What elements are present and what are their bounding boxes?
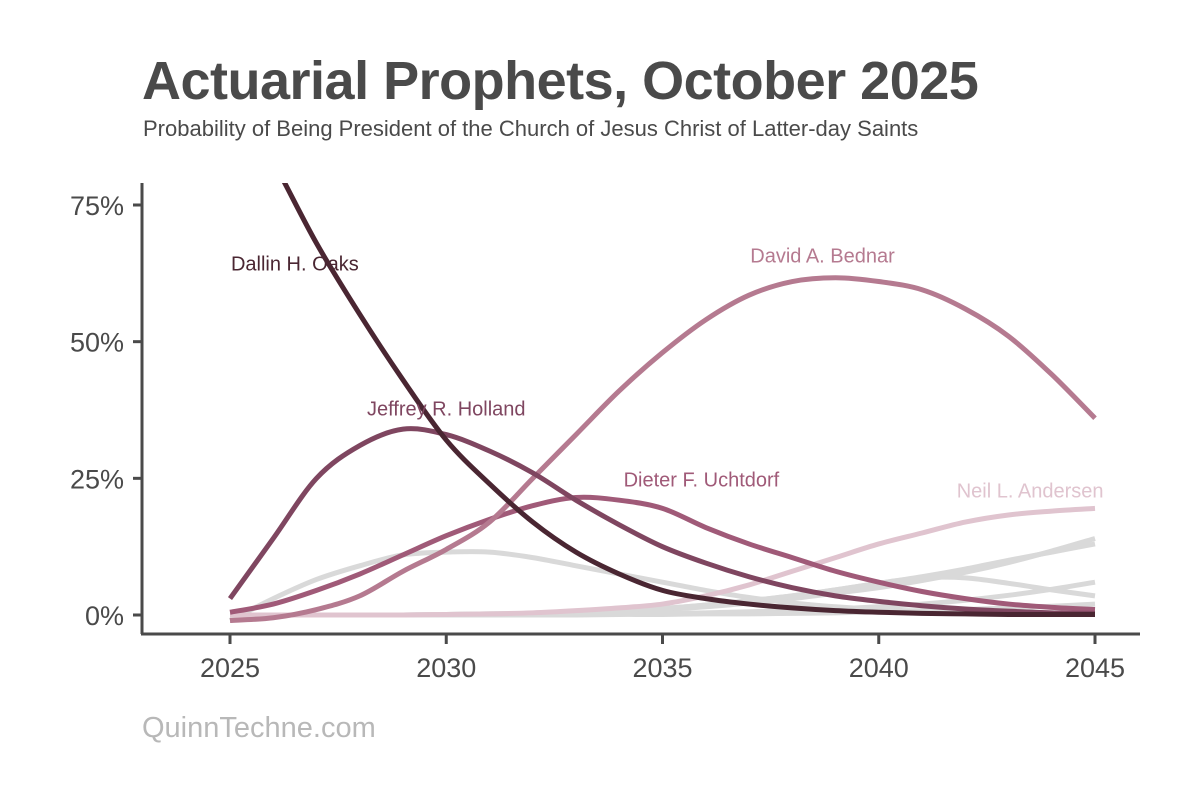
- x-tick-label: 2045: [1065, 653, 1125, 683]
- series-line-dieter-f-uchtdorf: [229, 494, 1096, 615]
- x-tick-label: 2040: [849, 653, 909, 683]
- chart-title: Actuarial Prophets, October 2025: [142, 51, 979, 111]
- x-tick-label: 2025: [200, 653, 260, 683]
- y-tick-label: 50%: [70, 328, 124, 358]
- series-line-david-a-bednar: [229, 275, 1097, 623]
- series-label: David A. Bednar: [750, 245, 895, 267]
- series-label: Dieter F. Uchtdorf: [624, 470, 780, 492]
- chart-subtitle: Probability of Being President of the Ch…: [143, 116, 919, 141]
- series-line-jeffrey-r-holland: [227, 426, 1096, 616]
- series-label: Jeffrey R. Holland: [367, 398, 526, 420]
- x-tick-label: 2030: [416, 653, 476, 683]
- credit-watermark: QuinnTechne.com: [142, 712, 376, 744]
- series-line-neil-l-andersen: [229, 505, 1096, 618]
- series-line-dallin-h-oaks: [281, 183, 1095, 617]
- y-tick-label: 75%: [70, 191, 124, 221]
- x-tick-label: 2035: [632, 653, 692, 683]
- y-tick-label: 25%: [70, 464, 124, 494]
- y-tick-label: 0%: [85, 601, 124, 631]
- series-label: Neil L. Andersen: [957, 480, 1104, 502]
- series-label: Dallin H. Oaks: [231, 254, 359, 276]
